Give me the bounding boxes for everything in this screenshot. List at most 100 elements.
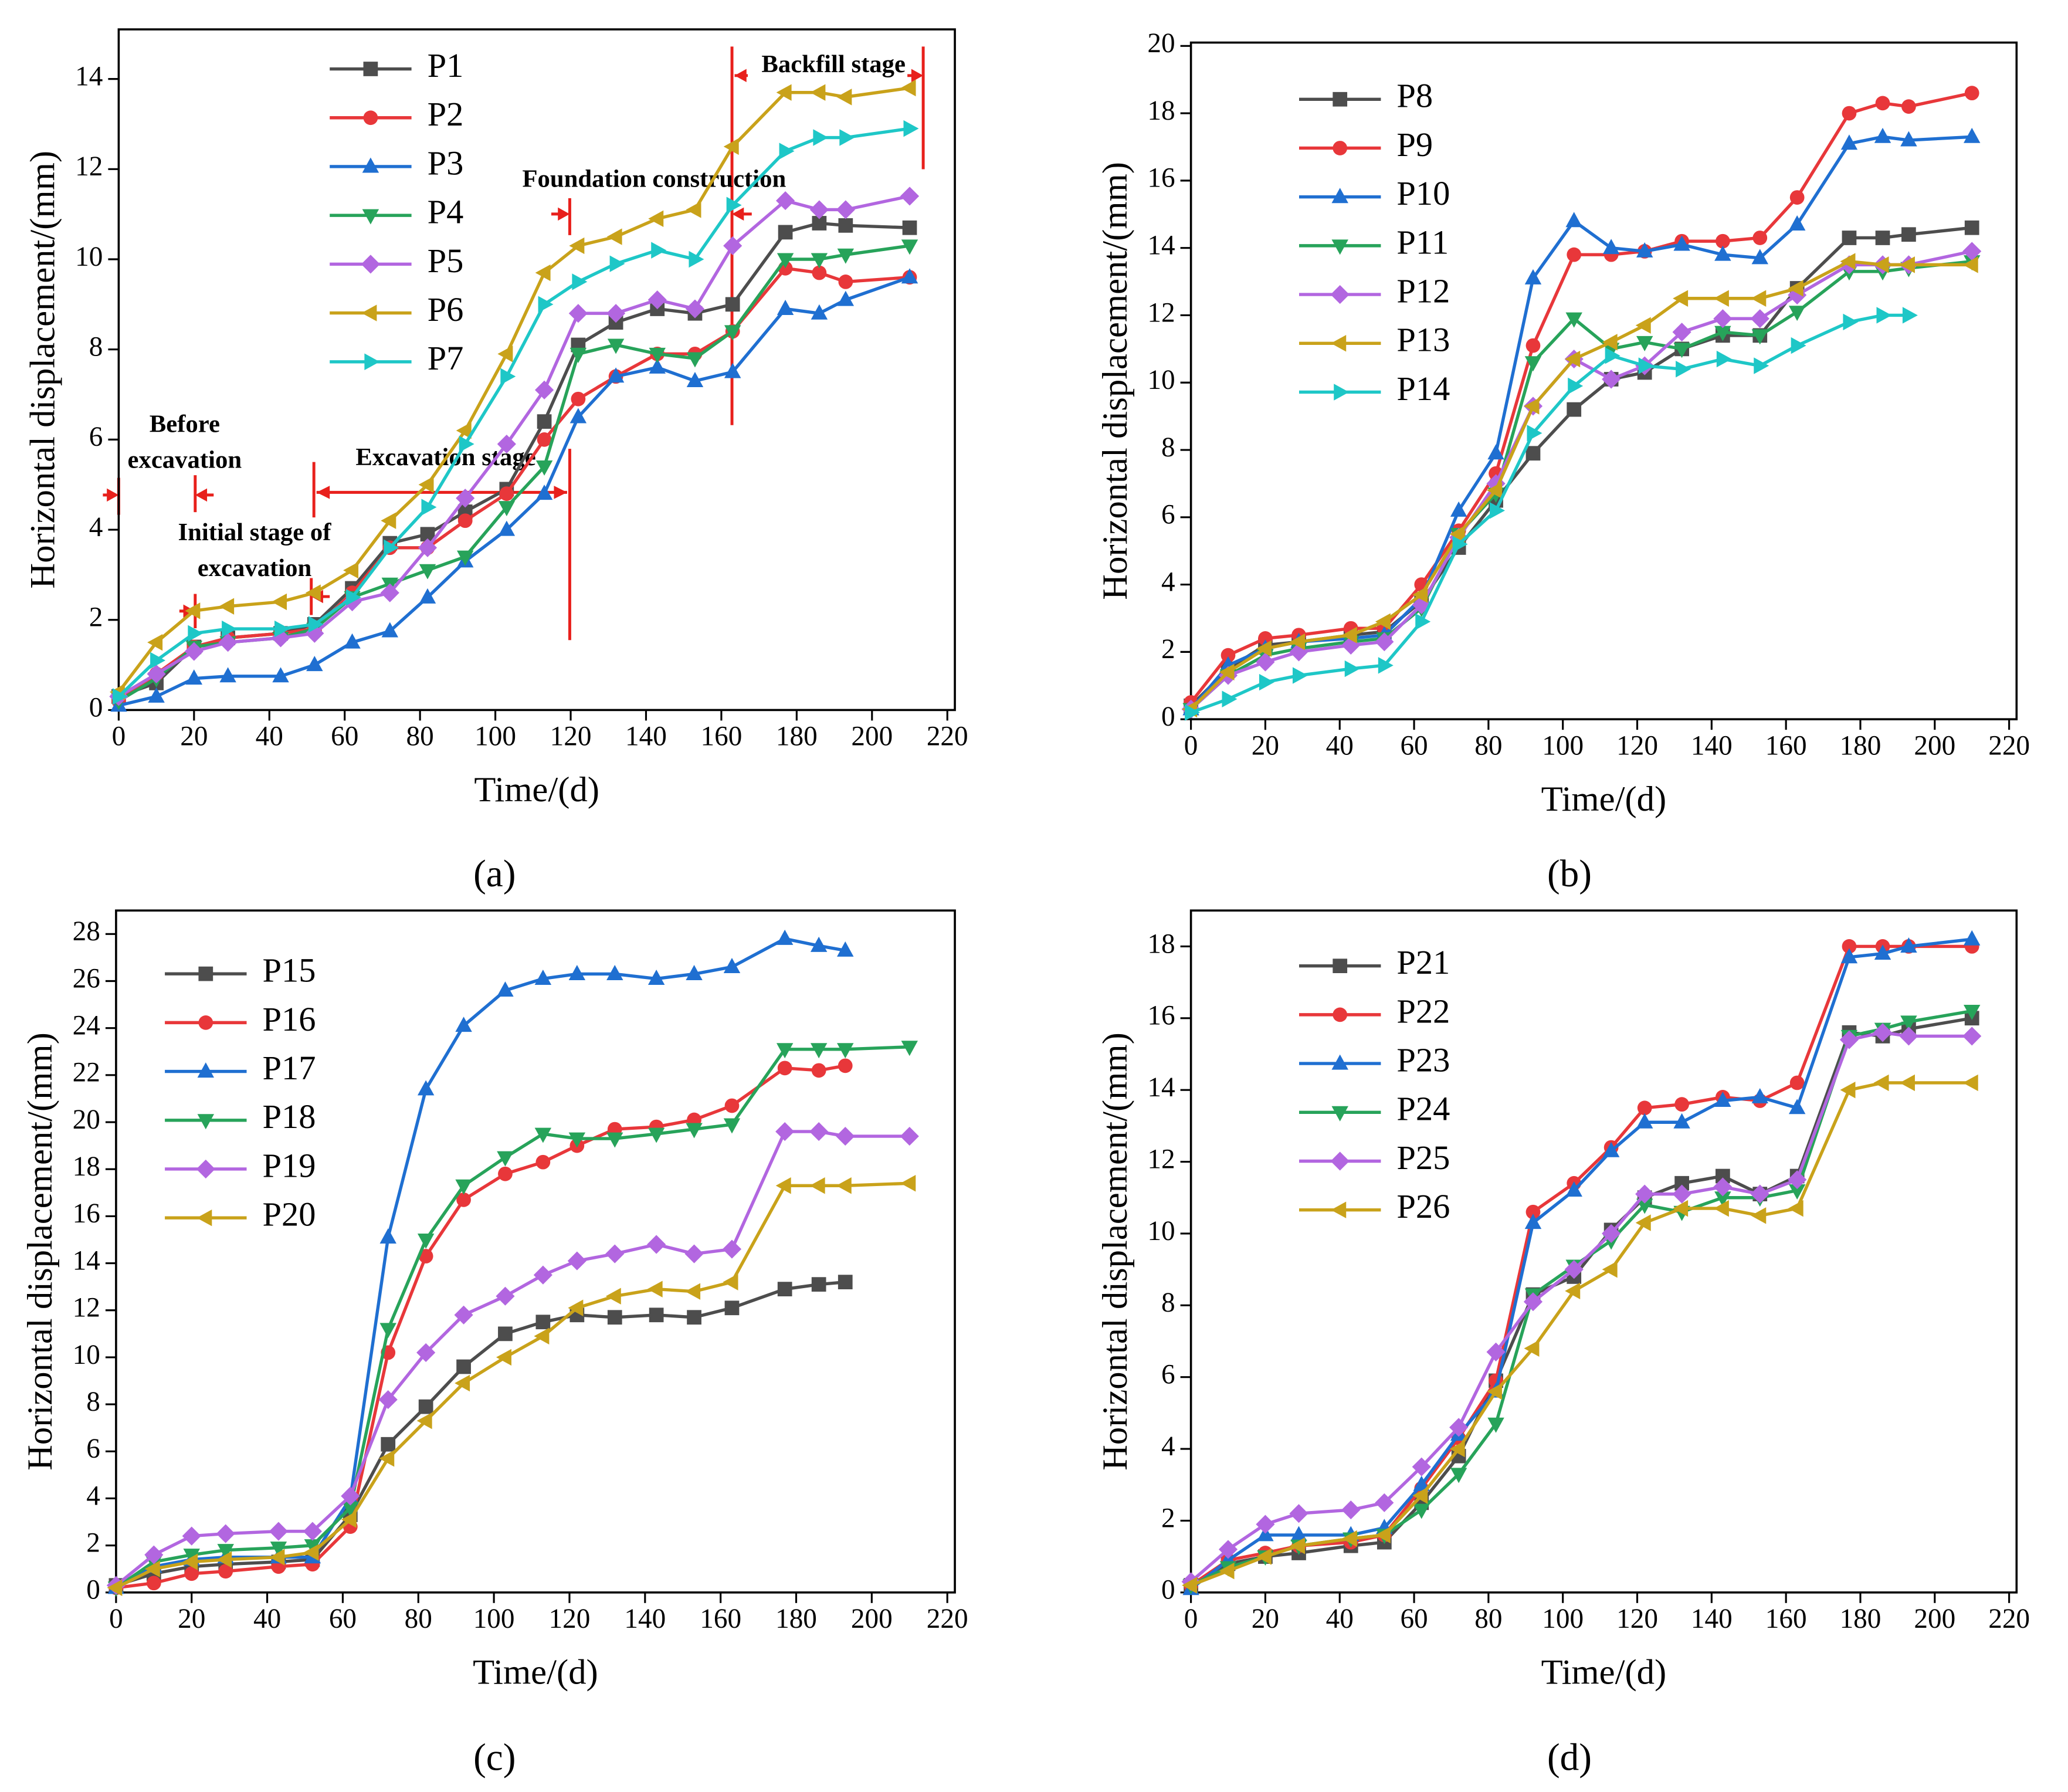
marker (1565, 1181, 1582, 1197)
plot-frame (1189, 909, 2018, 1594)
marker (902, 220, 917, 235)
plot-frame (1189, 41, 2018, 720)
marker (270, 1542, 287, 1557)
marker (344, 633, 361, 649)
legend-label: P16 (262, 1000, 316, 1038)
marker (144, 1560, 160, 1577)
marker (1715, 1168, 1730, 1184)
marker (607, 338, 625, 354)
panel-label: (d) (1547, 1737, 1592, 1779)
marker (1899, 256, 1915, 273)
legend-label: P26 (1396, 1187, 1450, 1225)
marker (1341, 626, 1357, 643)
marker (1333, 1007, 1348, 1022)
marker (218, 633, 238, 652)
marker (1635, 317, 1651, 334)
y-tick-label: 2 (89, 602, 103, 633)
marker (1290, 633, 1305, 651)
marker (1842, 231, 1857, 245)
marker (1673, 290, 1689, 307)
legend-label: P11 (1396, 223, 1449, 261)
marker (454, 1305, 473, 1324)
arrow-head (195, 488, 208, 502)
marker (534, 970, 552, 985)
marker (810, 936, 828, 952)
marker (497, 345, 513, 363)
marker (1333, 958, 1348, 974)
y-axis-label: Horizontal displacement/(mm) (21, 1032, 60, 1471)
panel-label: (c) (473, 1737, 516, 1779)
marker (534, 1127, 552, 1143)
marker (1751, 1088, 1768, 1103)
marker (1963, 127, 1981, 143)
marker (1331, 188, 1348, 204)
marker (1450, 1468, 1467, 1483)
marker (1565, 350, 1581, 368)
annotation: excavation (198, 554, 312, 582)
marker (183, 1549, 200, 1564)
marker (197, 1062, 215, 1078)
marker (1527, 425, 1542, 442)
marker (1333, 92, 1348, 107)
marker (1412, 1487, 1428, 1504)
marker (1375, 632, 1394, 652)
marker (1901, 99, 1916, 114)
marker (1788, 215, 1806, 231)
marker (1221, 648, 1236, 663)
marker (903, 120, 919, 137)
x-tick-label: 220 (1988, 730, 2030, 761)
y-tick-label: 0 (1161, 702, 1175, 732)
marker (198, 1015, 213, 1030)
marker (1636, 336, 1653, 351)
marker (416, 1412, 432, 1429)
marker (836, 89, 852, 106)
marker (686, 372, 704, 387)
marker (1413, 1503, 1430, 1519)
marker (1565, 312, 1582, 328)
legend-label: P2 (428, 95, 464, 133)
y-tick-label: 12 (1147, 297, 1175, 328)
marker (726, 197, 742, 214)
chart-panel: 0 20 40 60 80 100 120 140 160 180 200 220 0 2 4 6 8 10 12 1… (23, 28, 968, 895)
marker (606, 1132, 623, 1148)
marker (606, 965, 623, 980)
legend-label: P23 (1396, 1041, 1450, 1079)
legend-label: P10 (1396, 174, 1450, 212)
marker (496, 1349, 511, 1366)
marker (1490, 502, 1506, 519)
y-tick-label: 18 (1147, 96, 1175, 126)
y-tick-label: 8 (86, 1387, 100, 1417)
marker (1289, 642, 1308, 662)
marker (457, 513, 473, 529)
marker (538, 296, 554, 313)
marker (571, 391, 586, 406)
marker (1344, 660, 1360, 677)
marker (1334, 384, 1350, 401)
marker (1487, 482, 1503, 499)
marker (1873, 256, 1889, 273)
legend-label: P24 (1396, 1090, 1450, 1128)
annotation: Backfill stage (761, 50, 906, 78)
y-tick-label: 24 (73, 1011, 100, 1041)
marker (1341, 1530, 1357, 1547)
marker (1602, 1224, 1621, 1244)
marker (1602, 334, 1618, 351)
x-tick-label: 60 (1400, 730, 1428, 761)
marker (812, 216, 827, 231)
legend-label: P8 (1396, 77, 1433, 115)
arrow-head (734, 69, 747, 83)
marker (1567, 402, 1582, 417)
marker (651, 242, 667, 259)
marker (1524, 1214, 1542, 1229)
x-tick-label: 180 (775, 1604, 817, 1634)
marker (684, 1244, 704, 1263)
marker (1330, 1151, 1350, 1171)
marker (724, 1098, 740, 1113)
marker (274, 620, 290, 638)
series-line (1189, 1031, 1972, 1583)
marker (534, 380, 554, 399)
marker (812, 265, 827, 280)
marker (1185, 704, 1201, 721)
marker (1840, 948, 1858, 964)
marker (269, 1549, 285, 1566)
